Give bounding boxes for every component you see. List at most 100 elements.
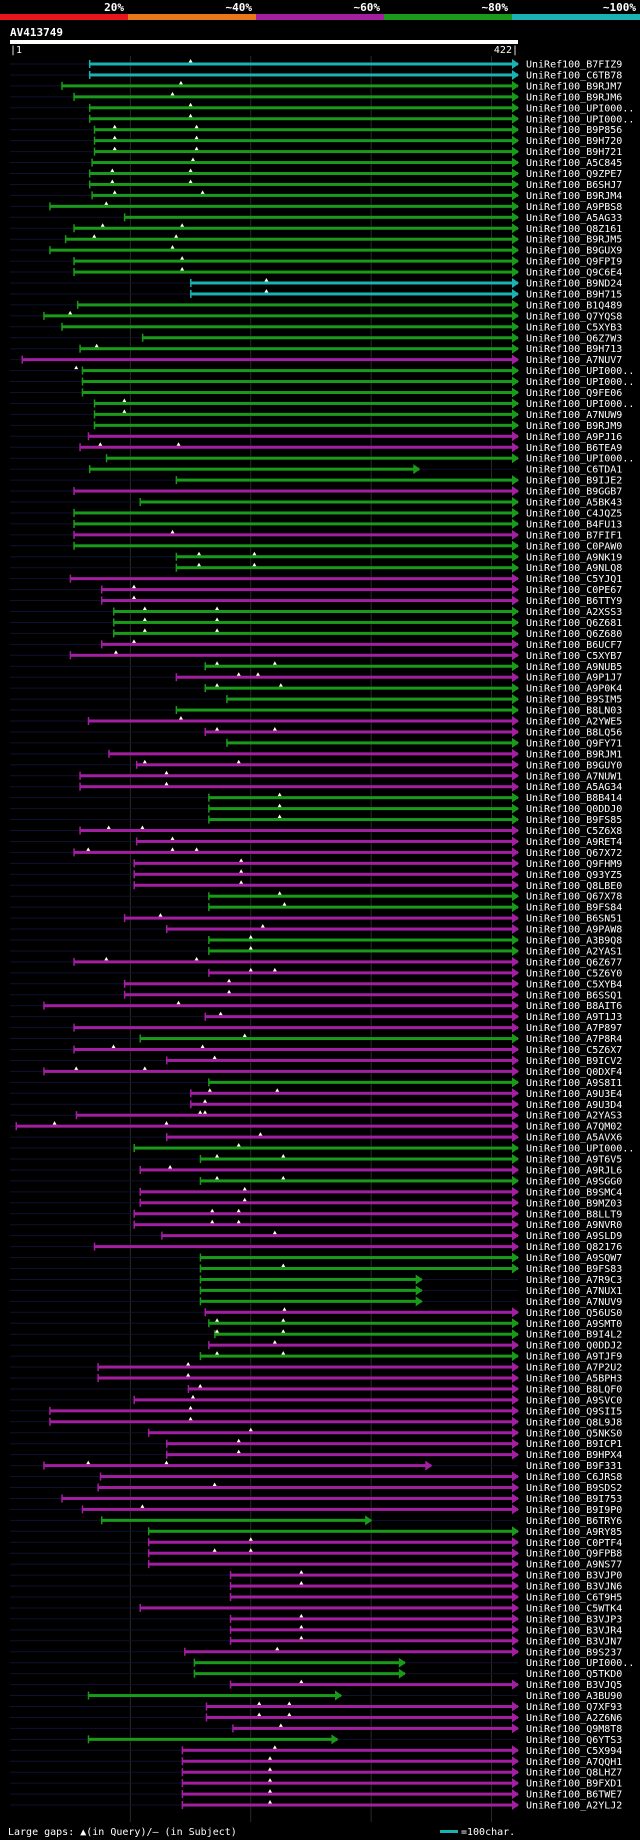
hit-label[interactable]: UniRef100_B9I9P0: [526, 1505, 622, 1516]
hit-label[interactable]: UniRef100_Q9FPB8: [526, 1549, 622, 1560]
hit-label[interactable]: UniRef100_B9FXD1: [526, 1779, 622, 1790]
hit-label[interactable]: UniRef100_B9ICV2: [526, 1056, 622, 1067]
hit-row[interactable]: UniRef100_B9RJM6: [10, 91, 622, 104]
hit-label[interactable]: UniRef100_Q6YTS3: [526, 1735, 622, 1746]
hit-label[interactable]: UniRef100_A9U3D4: [526, 1100, 622, 1111]
hit-row[interactable]: UniRef100_Q82176: [10, 1241, 622, 1254]
hit-label[interactable]: UniRef100_B6TTY9: [526, 596, 622, 607]
hit-row[interactable]: UniRef100_B9H713: [10, 343, 622, 356]
hit-label[interactable]: UniRef100_UPI000..: [526, 1658, 634, 1669]
hit-label[interactable]: UniRef100_C5WTK4: [526, 1603, 622, 1614]
hit-row[interactable]: UniRef100_A9SQW7: [10, 1252, 622, 1265]
hit-row[interactable]: UniRef100_Q9FY71: [10, 737, 622, 750]
hit-row[interactable]: UniRef100_A9SLD9: [10, 1230, 622, 1243]
hit-label[interactable]: UniRef100_UPI000..: [526, 399, 634, 410]
hit-row[interactable]: UniRef100_B8LQF0: [10, 1383, 622, 1396]
hit-label[interactable]: UniRef100_A9NLQ8: [526, 563, 622, 574]
hit-row[interactable]: UniRef100_A2YLJ2: [10, 1800, 622, 1812]
hit-label[interactable]: UniRef100_B9FS85: [526, 815, 622, 826]
hit-row[interactable]: UniRef100_B6SSQ1: [10, 989, 622, 1002]
hit-label[interactable]: UniRef100_A5AVX6: [526, 1133, 622, 1144]
hit-row[interactable]: UniRef100_B9IJE2: [10, 475, 622, 487]
hit-row[interactable]: UniRef100_A7NUW9: [10, 409, 622, 421]
hit-label[interactable]: UniRef100_Q5TKD0: [526, 1669, 622, 1680]
hit-row[interactable]: UniRef100_C4JQZ5: [10, 507, 622, 520]
hit-row[interactable]: UniRef100_B9FS84: [10, 902, 622, 914]
hit-row[interactable]: UniRef100_C5Z6X8: [10, 825, 622, 838]
hit-row[interactable]: UniRef100_B8LLT9: [10, 1208, 622, 1221]
hit-label[interactable]: UniRef100_B9FS83: [526, 1264, 622, 1275]
hit-label[interactable]: UniRef100_B8B414: [526, 793, 622, 804]
hit-label[interactable]: UniRef100_B9P856: [526, 125, 622, 136]
hit-label[interactable]: UniRef100_Q8LBE0: [526, 881, 622, 892]
hit-row[interactable]: UniRef100_UPI000..: [10, 365, 634, 378]
hit-row[interactable]: UniRef100_A9SGG0: [10, 1175, 622, 1188]
hit-row[interactable]: UniRef100_A9RY85: [10, 1526, 622, 1538]
hit-row[interactable]: UniRef100_B3VJP3: [10, 1613, 622, 1626]
hit-row[interactable]: UniRef100_B6SN51: [10, 913, 622, 925]
hit-row[interactable]: UniRef100_C5XYB7: [10, 650, 622, 662]
hit-label[interactable]: UniRef100_B9RJM5: [526, 235, 622, 246]
hit-row[interactable]: UniRef100_C5XYB3: [10, 321, 622, 334]
hit-row[interactable]: UniRef100_UPI000..: [10, 1143, 634, 1155]
hit-row[interactable]: UniRef100_C0PAW0: [10, 540, 622, 553]
hit-label[interactable]: UniRef100_A3BU90: [526, 1691, 622, 1702]
hit-label[interactable]: UniRef100_A7NUV7: [526, 355, 622, 366]
hit-label[interactable]: UniRef100_Q6Z681: [526, 618, 622, 629]
hit-label[interactable]: UniRef100_Q0DDJ2: [526, 1341, 622, 1352]
hit-row[interactable]: UniRef100_A7P8R4: [10, 1033, 622, 1046]
hit-label[interactable]: UniRef100_B9I4L2: [526, 1330, 622, 1341]
hit-row[interactable]: UniRef100_B7FIF1: [10, 529, 622, 542]
hit-label[interactable]: UniRef100_A9PAW8: [526, 925, 622, 936]
hit-row[interactable]: UniRef100_B9ND24: [10, 278, 622, 290]
hit-label[interactable]: UniRef100_B9HPX4: [526, 1450, 622, 1461]
hit-row[interactable]: UniRef100_B9I753: [10, 1493, 622, 1505]
hit-label[interactable]: UniRef100_A5BK43: [526, 498, 622, 509]
hit-label[interactable]: UniRef100_A9SGG0: [526, 1176, 622, 1187]
hit-label[interactable]: UniRef100_Q6Z7W3: [526, 333, 622, 344]
hit-label[interactable]: UniRef100_C0PAW0: [526, 541, 622, 552]
hit-row[interactable]: UniRef100_Q8Z161: [10, 223, 622, 235]
hit-row[interactable]: UniRef100_Q67X78: [10, 891, 622, 903]
hit-row[interactable]: UniRef100_A2XSS3: [10, 606, 622, 619]
hit-row[interactable]: UniRef100_B3VJN7: [10, 1635, 622, 1648]
hit-label[interactable]: UniRef100_C4JQZ5: [526, 508, 622, 519]
hit-row[interactable]: UniRef100_Q9FE06: [10, 387, 622, 400]
hit-row[interactable]: UniRef100_B6SHJ7: [10, 179, 622, 191]
hit-label[interactable]: UniRef100_A9SMT0: [526, 1319, 622, 1330]
hit-label[interactable]: UniRef100_UPI000..: [526, 103, 634, 114]
hit-label[interactable]: UniRef100_Q67X72: [526, 848, 622, 859]
hit-row[interactable]: UniRef100_B9GUY0: [10, 759, 622, 772]
hit-row[interactable]: UniRef100_B9H715: [10, 288, 622, 301]
hit-label[interactable]: UniRef100_B9SDS2: [526, 1483, 622, 1494]
hit-row[interactable]: UniRef100_C0PTF4: [10, 1537, 622, 1549]
hit-row[interactable]: UniRef100_C5Z6X7: [10, 1044, 622, 1057]
hit-label[interactable]: UniRef100_C5YJQ1: [526, 574, 622, 585]
hit-label[interactable]: UniRef100_B8LQF0: [526, 1384, 622, 1395]
hit-row[interactable]: UniRef100_C0PE67: [10, 584, 622, 597]
hit-row[interactable]: UniRef100_A9PBS8: [10, 201, 622, 213]
hit-label[interactable]: UniRef100_A7NUX1: [526, 1286, 622, 1297]
hit-row[interactable]: UniRef100_C5X994: [10, 1745, 622, 1757]
hit-label[interactable]: UniRef100_A7QM02: [526, 1122, 622, 1133]
hit-label[interactable]: UniRef100_A5C845: [526, 158, 622, 169]
hit-label[interactable]: UniRef100_B3VJN6: [526, 1582, 622, 1593]
hit-row[interactable]: UniRef100_Q67X72: [10, 847, 622, 859]
hit-label[interactable]: UniRef100_B8AIT6: [526, 1001, 622, 1012]
hit-label[interactable]: UniRef100_B4FU13: [526, 519, 622, 530]
hit-label[interactable]: UniRef100_Q9FPI9: [526, 257, 622, 268]
hit-row[interactable]: UniRef100_UPI000..: [10, 398, 634, 410]
hit-label[interactable]: UniRef100_Q9FE06: [526, 388, 622, 399]
hit-row[interactable]: UniRef100_A5BK43: [10, 497, 622, 509]
hit-label[interactable]: UniRef100_C6TB78: [526, 70, 622, 81]
hit-label[interactable]: UniRef100_A9SQW7: [526, 1253, 622, 1264]
hit-row[interactable]: UniRef100_B8AIT6: [10, 1000, 622, 1013]
hit-row[interactable]: UniRef100_B3VJN6: [10, 1581, 622, 1593]
hit-row[interactable]: UniRef100_A7P2U2: [10, 1362, 622, 1374]
hit-row[interactable]: UniRef100_A9T6V5: [10, 1154, 622, 1166]
hit-label[interactable]: UniRef100_Q9SII5: [526, 1406, 622, 1417]
hit-label[interactable]: UniRef100_UPI000..: [526, 366, 634, 377]
hit-label[interactable]: UniRef100_A7NUV9: [526, 1297, 622, 1308]
hit-label[interactable]: UniRef100_A9S8I1: [526, 1078, 622, 1089]
hit-row[interactable]: UniRef100_A2Z6N6: [10, 1712, 622, 1724]
